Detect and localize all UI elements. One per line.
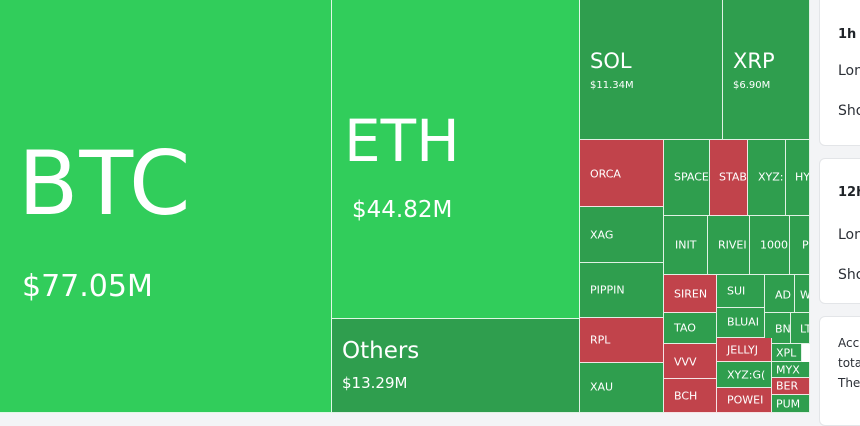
tile-sui[interactable]: SUI [717,275,765,308]
tile-xyz-go[interactable]: XYZ:G( [717,362,772,388]
tile-symbol: SOL [590,49,632,73]
tile-pippin[interactable]: PIPPIN [580,263,664,318]
tile-xyz[interactable]: XYZ: [748,140,786,216]
tile-symbol: 1000I [760,238,790,252]
info-card: Acc tota The [819,316,860,426]
tile-lt[interactable]: LT [791,313,810,344]
card-title: 12h [838,185,860,200]
tile-jellyj[interactable]: JELLYJ [717,338,772,362]
tile-space[interactable]: SPACE [664,140,710,216]
tile-power[interactable]: POWEI [717,388,772,413]
tile-symbol: HY [795,170,810,184]
tile-symbol: PUM [776,397,801,411]
tile-symbol: ETH [344,107,460,175]
tile-symbol: BLUAI [727,315,759,329]
short-label: Sho [838,103,860,119]
tile-sol[interactable]: SOL $11.34M [580,0,723,140]
tile-symbol: BTC [18,132,192,235]
tile-value: $11.34M [590,80,634,91]
tile-symbol: BN [775,322,791,336]
info-line-3: The [838,376,860,390]
tile-eth[interactable]: ETH $44.82M [332,0,580,319]
tile-symbol: XRP [733,49,775,73]
tile-river[interactable]: RIVEI [708,216,750,275]
liquidation-treemap: BTC $77.05M ETH $44.82M Others $13.29M S… [0,0,810,413]
tile-xau[interactable]: XAU [580,363,664,413]
tile-symbol: Others [342,338,420,364]
tile-orca[interactable]: ORCA [580,140,664,207]
tile-1000[interactable]: 1000I [750,216,790,275]
tile-symbol: INIT [675,238,697,252]
tile-symbol: POWEI [727,393,764,407]
tile-rpl[interactable]: RPL [580,318,664,363]
long-label: Lon [838,63,860,79]
tile-symbol: RIVEI [718,238,747,252]
tile-symbol: XYZ:G( [727,368,766,382]
tile-symbol: RPL [590,333,611,347]
tile-symbol: ORCA [590,167,621,181]
tile-w[interactable]: W [795,275,810,313]
tile-value: $44.82M [352,197,453,223]
tile-symbol: VVV [674,355,697,369]
tile-symbol: XPL [776,346,797,360]
tile-symbol: BCH [674,389,698,403]
stats-card-12h: 12h Lon Sho [819,158,860,304]
tile-symbol: P [802,238,809,252]
tile-stab[interactable]: STAB [710,140,748,216]
stats-sidebar: 1h Lon Sho 12h Lon Sho Acc tota The [812,0,860,426]
tile-hy[interactable]: HY [786,140,810,216]
tile-symbol: XAU [590,380,614,394]
tile-symbol: STAB [719,170,747,184]
tile-symbol: XAG [590,228,614,241]
tile-xag[interactable]: XAG [580,207,664,263]
info-line-2: tota [838,356,860,370]
tile-others[interactable]: Others $13.29M [332,319,580,413]
tile-value: $77.05M [22,269,153,304]
tile-symbol: TAO [674,321,696,335]
long-label: Lon [838,227,860,243]
tile-value: $13.29M [342,374,408,392]
tile-siren[interactable]: SIREN [664,275,717,313]
tile-init[interactable]: INIT [664,216,708,275]
tile-symbol: SUI [727,284,746,298]
tile-symbol: SIREN [674,287,708,301]
tile-symbol: XYZ: [758,170,784,184]
tile-symbol: BER [776,379,799,393]
short-label: Sho [838,267,860,283]
tile-symbol: AD [775,288,791,302]
tile-symbol: MYX [776,363,800,377]
tile-symbol: PIPPIN [590,283,625,297]
tile-xpl[interactable]: XPL [772,344,802,362]
tile-symbol: LT [800,322,809,336]
tile-symbol: W [800,288,810,302]
tile-bch[interactable]: BCH [664,379,717,413]
tile-symbol: JELLYJ [727,343,758,357]
tile-pum[interactable]: PUM [772,395,810,413]
tile-tao[interactable]: TAO [664,313,717,344]
tile-ber[interactable]: BER [772,378,810,395]
tile-xrp[interactable]: XRP $6.90M [723,0,810,140]
tile-btc[interactable]: BTC $77.05M [0,0,332,413]
tile-bluai[interactable]: BLUAI [717,308,765,338]
tile-myx[interactable]: MYX [772,362,810,378]
tile-vvv[interactable]: VVV [664,344,717,379]
card-title: 1h [838,27,857,42]
info-line-1: Acc [838,336,860,350]
tile-p[interactable]: P [790,216,810,275]
tile-value: $6.90M [733,80,771,91]
stats-card-1h: 1h Lon Sho [819,0,860,146]
tile-symbol: SPACE [674,170,709,184]
tile-ad[interactable]: AD [765,275,795,313]
